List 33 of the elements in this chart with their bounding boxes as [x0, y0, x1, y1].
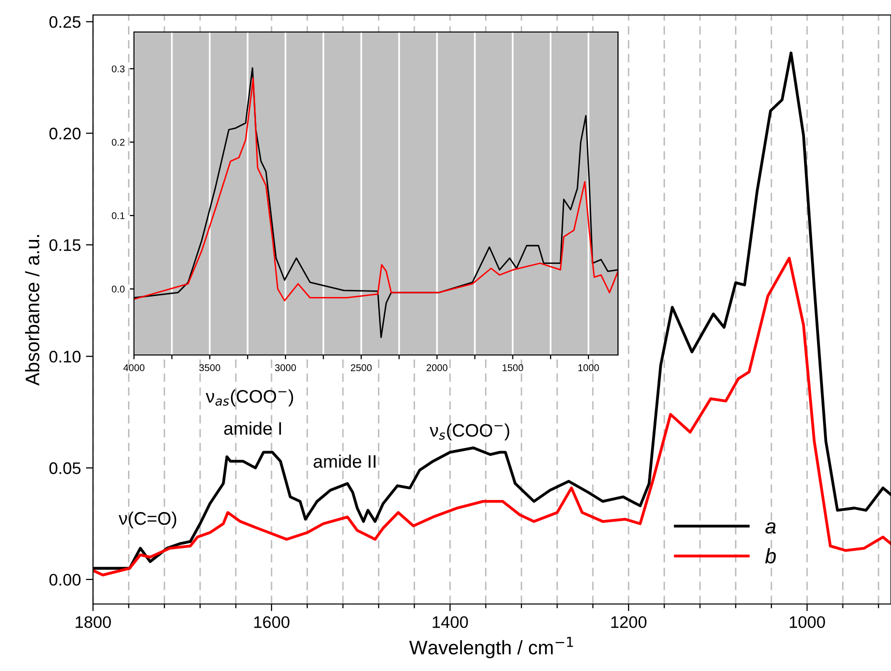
x-tick-label: 1200 — [611, 616, 646, 628]
x-tick-label: 1500 — [502, 364, 524, 372]
annotation: amide I — [224, 422, 281, 435]
y-axis-title: Absorbance / a.u. — [25, 235, 40, 386]
x-tick-label: 1400 — [432, 616, 468, 628]
legend-label: b — [765, 548, 776, 564]
x-tick-label: 3500 — [199, 364, 220, 372]
y-tick-label: 0.25 — [49, 16, 80, 28]
annotation: ν$_{as}$(COO$^{−}$) — [206, 390, 294, 406]
y-tick-label: 0.10 — [49, 350, 81, 363]
x-tick-label: 1800 — [76, 616, 111, 628]
legend-label: a — [765, 522, 776, 534]
annotation: ν(C=O) — [118, 512, 176, 528]
annotation: amide II — [314, 454, 376, 468]
line-series — [134, 78, 618, 302]
y-tick-label: 0.05 — [49, 462, 80, 474]
x-tick-label: 2000 — [426, 364, 448, 372]
y-tick-label: 0.1 — [112, 212, 124, 220]
y-tick-label: 0.15 — [49, 239, 80, 251]
x-tick-label: 3000 — [275, 364, 296, 372]
y-tick-label: 0.00 — [49, 574, 81, 586]
y-tick-label: 0.0 — [112, 286, 125, 293]
x-tick-label: 1600 — [254, 616, 290, 628]
y-tick-label: 0.20 — [49, 128, 81, 140]
x-tick-label: 1000 — [790, 616, 825, 628]
x-tick-label: 4000 — [123, 364, 144, 372]
y-tick-label: 0.3 — [112, 65, 125, 72]
y-tick-label: 0.2 — [112, 138, 124, 146]
line-series — [93, 256, 891, 576]
x-axis-title: Wavelength / cm$^{−1}$ — [409, 636, 573, 658]
x-tick-label: 1000 — [578, 364, 599, 372]
x-tick-label: 2500 — [350, 364, 372, 372]
annotation: ν$_{s}$(COO$^{−}$) — [430, 424, 510, 440]
